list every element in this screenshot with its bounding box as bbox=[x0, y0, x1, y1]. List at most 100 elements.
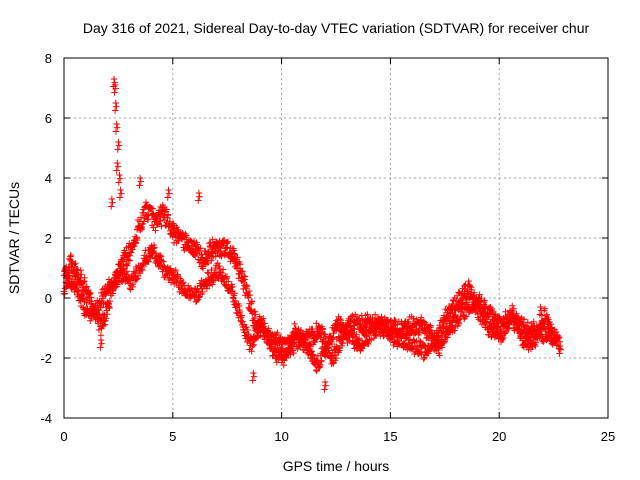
data-point bbox=[152, 227, 159, 234]
data-point bbox=[536, 311, 544, 318]
data-point bbox=[158, 257, 165, 264]
data-point bbox=[115, 179, 123, 186]
data-point bbox=[546, 319, 553, 326]
data-point bbox=[113, 167, 120, 174]
data-point bbox=[501, 330, 509, 337]
data-point bbox=[523, 333, 530, 341]
data-point bbox=[72, 260, 79, 267]
data-point bbox=[111, 81, 119, 89]
data-point bbox=[332, 354, 340, 362]
y-tick-label: 2 bbox=[45, 231, 52, 246]
data-point bbox=[283, 354, 290, 362]
data-point bbox=[110, 75, 118, 83]
data-point bbox=[80, 295, 87, 302]
data-point bbox=[395, 340, 402, 347]
data-point bbox=[244, 326, 251, 334]
data-point bbox=[325, 344, 332, 351]
data-point bbox=[526, 331, 534, 338]
data-point bbox=[252, 311, 259, 318]
data-point bbox=[91, 313, 99, 320]
data-point bbox=[405, 318, 412, 326]
data-point bbox=[225, 278, 232, 285]
data-point bbox=[328, 340, 336, 348]
data-point bbox=[304, 339, 312, 347]
data-point bbox=[67, 251, 75, 259]
data-point bbox=[71, 263, 79, 270]
data-point bbox=[434, 329, 441, 336]
data-point bbox=[116, 171, 123, 179]
data-point bbox=[234, 254, 241, 261]
data-point bbox=[313, 356, 320, 364]
data-point bbox=[77, 267, 84, 274]
data-point bbox=[504, 325, 512, 332]
data-point bbox=[556, 333, 563, 341]
data-point bbox=[81, 274, 88, 281]
data-point bbox=[322, 348, 330, 356]
data-point bbox=[117, 262, 124, 270]
data-point bbox=[231, 290, 239, 297]
data-point bbox=[250, 369, 257, 377]
y-tick-label: 4 bbox=[45, 171, 52, 186]
data-point bbox=[292, 325, 300, 332]
data-point bbox=[133, 276, 140, 283]
axis-ticks bbox=[63, 57, 609, 419]
data-point bbox=[478, 294, 485, 302]
data-point bbox=[438, 344, 446, 351]
data-point bbox=[75, 287, 82, 295]
data-point bbox=[134, 236, 141, 244]
data-point bbox=[451, 313, 458, 320]
data-point bbox=[236, 261, 244, 268]
data-point bbox=[99, 295, 107, 302]
data-point bbox=[157, 252, 164, 259]
data-point bbox=[100, 322, 107, 329]
data-point bbox=[172, 266, 179, 274]
data-point bbox=[290, 349, 297, 357]
data-point bbox=[410, 315, 417, 322]
data-point bbox=[142, 199, 150, 206]
data-point bbox=[157, 217, 164, 225]
data-point bbox=[518, 328, 526, 335]
data-point bbox=[420, 355, 427, 363]
data-point bbox=[165, 186, 172, 194]
data-point bbox=[447, 310, 454, 317]
data-point bbox=[512, 314, 519, 321]
data-point bbox=[248, 298, 256, 306]
data-point bbox=[361, 342, 368, 350]
data-point bbox=[333, 343, 340, 350]
data-point bbox=[321, 386, 328, 393]
data-point bbox=[421, 319, 429, 327]
data-point bbox=[462, 313, 470, 320]
data-point bbox=[69, 276, 77, 283]
data-point bbox=[537, 307, 545, 314]
data-point bbox=[514, 325, 522, 332]
data-point bbox=[216, 262, 223, 270]
data-point bbox=[145, 258, 152, 265]
data-point bbox=[167, 279, 175, 286]
data-point bbox=[272, 341, 279, 349]
data-point bbox=[114, 124, 121, 131]
data-point bbox=[140, 209, 147, 216]
data-point bbox=[418, 314, 425, 321]
data-point bbox=[241, 273, 249, 280]
data-point bbox=[65, 275, 72, 282]
data-point bbox=[209, 281, 216, 288]
data-point bbox=[204, 269, 211, 276]
data-point bbox=[218, 269, 226, 277]
x-tick-labels: 0 5 10 15 20 25 bbox=[60, 429, 615, 444]
data-point bbox=[247, 307, 254, 314]
data-point bbox=[245, 287, 253, 295]
data-point bbox=[120, 266, 127, 274]
data-point bbox=[432, 343, 439, 350]
data-point bbox=[121, 254, 128, 262]
data-point bbox=[319, 325, 326, 332]
data-point bbox=[274, 329, 281, 337]
data-point bbox=[232, 297, 239, 304]
data-point bbox=[475, 315, 483, 323]
data-point bbox=[318, 357, 325, 364]
data-point bbox=[123, 268, 130, 275]
data-point bbox=[363, 333, 370, 340]
data-point bbox=[124, 262, 131, 269]
data-point bbox=[114, 159, 121, 167]
